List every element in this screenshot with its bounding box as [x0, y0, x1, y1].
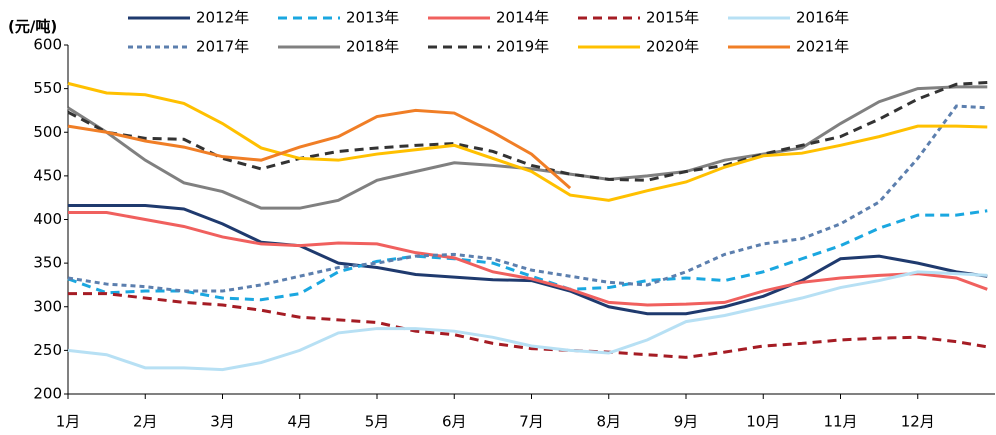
x-tick-label: 7月: [519, 413, 544, 431]
y-tick-label: 200: [33, 385, 62, 403]
series-line: [67, 85, 988, 210]
y-tick-label: 400: [33, 210, 62, 228]
y-tick-label: 250: [33, 341, 62, 359]
x-tick-label: 8月: [596, 413, 621, 431]
legend-label: 2018年: [346, 38, 399, 56]
y-tick-label: 450: [33, 166, 62, 184]
series-line: [67, 209, 988, 302]
legend-label: 2015年: [646, 9, 699, 27]
legend-label: 2013年: [346, 9, 399, 27]
x-tick-label: 12月: [901, 413, 935, 431]
x-tick-label: 9月: [674, 413, 699, 431]
legend-label: 2021年: [796, 38, 849, 56]
series-line: [67, 81, 988, 182]
y-tick-label: 550: [33, 79, 62, 97]
series-line: [67, 81, 988, 202]
legend-label: 2014年: [496, 9, 549, 27]
x-tick-label: 2月: [133, 413, 158, 431]
series-line: [68, 292, 988, 359]
y-tick-label: 300: [33, 297, 62, 315]
x-tick-label: 6月: [442, 413, 467, 431]
x-tick-label: 10月: [746, 413, 780, 431]
legend-label: 2020年: [646, 38, 699, 56]
series-line: [67, 108, 572, 190]
x-tick-label: 3月: [210, 413, 235, 431]
series-line: [67, 104, 988, 293]
x-tick-label: 5月: [365, 413, 390, 431]
y-tick-label: 500: [33, 123, 62, 141]
series-line: [68, 204, 988, 316]
legend-label: 2012年: [196, 9, 249, 27]
series-line: [67, 270, 988, 372]
x-tick-label: 11月: [823, 413, 857, 431]
y-axis-label: (元/吨): [8, 18, 57, 36]
x-tick-label: 1月: [56, 413, 81, 431]
x-tick-label: 4月: [287, 413, 312, 431]
legend-label: 2017年: [196, 38, 249, 56]
legend-label: 2019年: [496, 38, 549, 56]
legend-label: 2016年: [796, 9, 849, 27]
series-line: [68, 211, 988, 307]
y-tick-label: 350: [33, 254, 62, 272]
y-tick-label: 600: [33, 36, 62, 54]
